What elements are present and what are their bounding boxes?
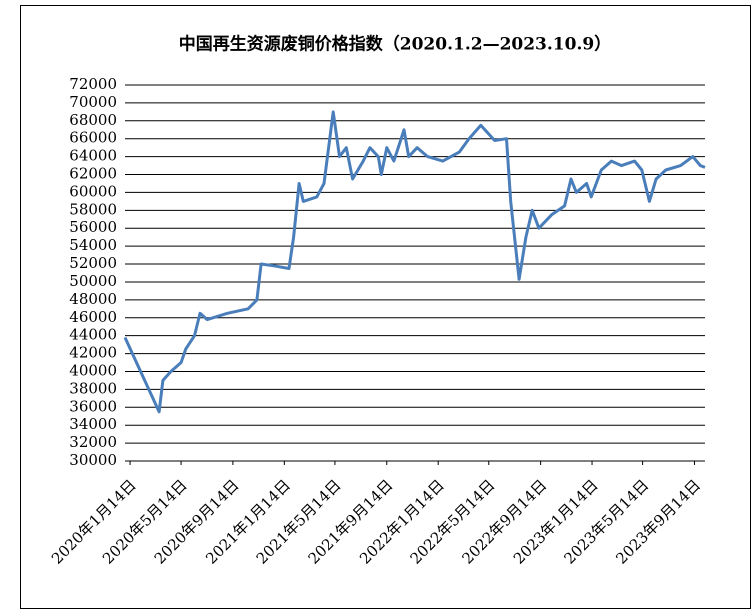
y-tick-label: 54000 — [69, 236, 117, 254]
y-tick-label: 44000 — [69, 326, 117, 344]
y-tick-label: 56000 — [69, 218, 117, 236]
y-tick-label: 36000 — [69, 397, 117, 415]
y-tick-label: 72000 — [69, 75, 117, 93]
y-tick-label: 46000 — [69, 308, 117, 326]
y-tick-label: 60000 — [69, 182, 117, 200]
y-tick-label: 48000 — [69, 290, 117, 308]
y-tick-label: 68000 — [69, 111, 117, 129]
y-tick-label: 38000 — [69, 379, 117, 397]
y-tick-label: 70000 — [69, 93, 117, 111]
y-tick-label: 62000 — [69, 165, 117, 183]
y-tick-label: 66000 — [69, 129, 117, 147]
y-tick-label: 58000 — [69, 200, 117, 218]
y-tick-label: 32000 — [69, 433, 117, 451]
y-tick-label: 30000 — [69, 451, 117, 469]
chart-title: 中国再生资源废铜价格指数（2020.1.2—2023.10.9） — [179, 34, 611, 55]
y-tick-label: 34000 — [69, 415, 117, 433]
x-tick-label: 2020年1月14日 — [48, 476, 140, 568]
y-tick-label: 42000 — [69, 344, 117, 362]
y-tick-label: 52000 — [69, 254, 117, 272]
y-tick-label: 50000 — [69, 272, 117, 290]
y-tick-label: 40000 — [69, 361, 117, 379]
price-line — [123, 110, 706, 414]
chart-frame — [20, 5, 751, 609]
y-tick-label: 64000 — [69, 147, 117, 165]
